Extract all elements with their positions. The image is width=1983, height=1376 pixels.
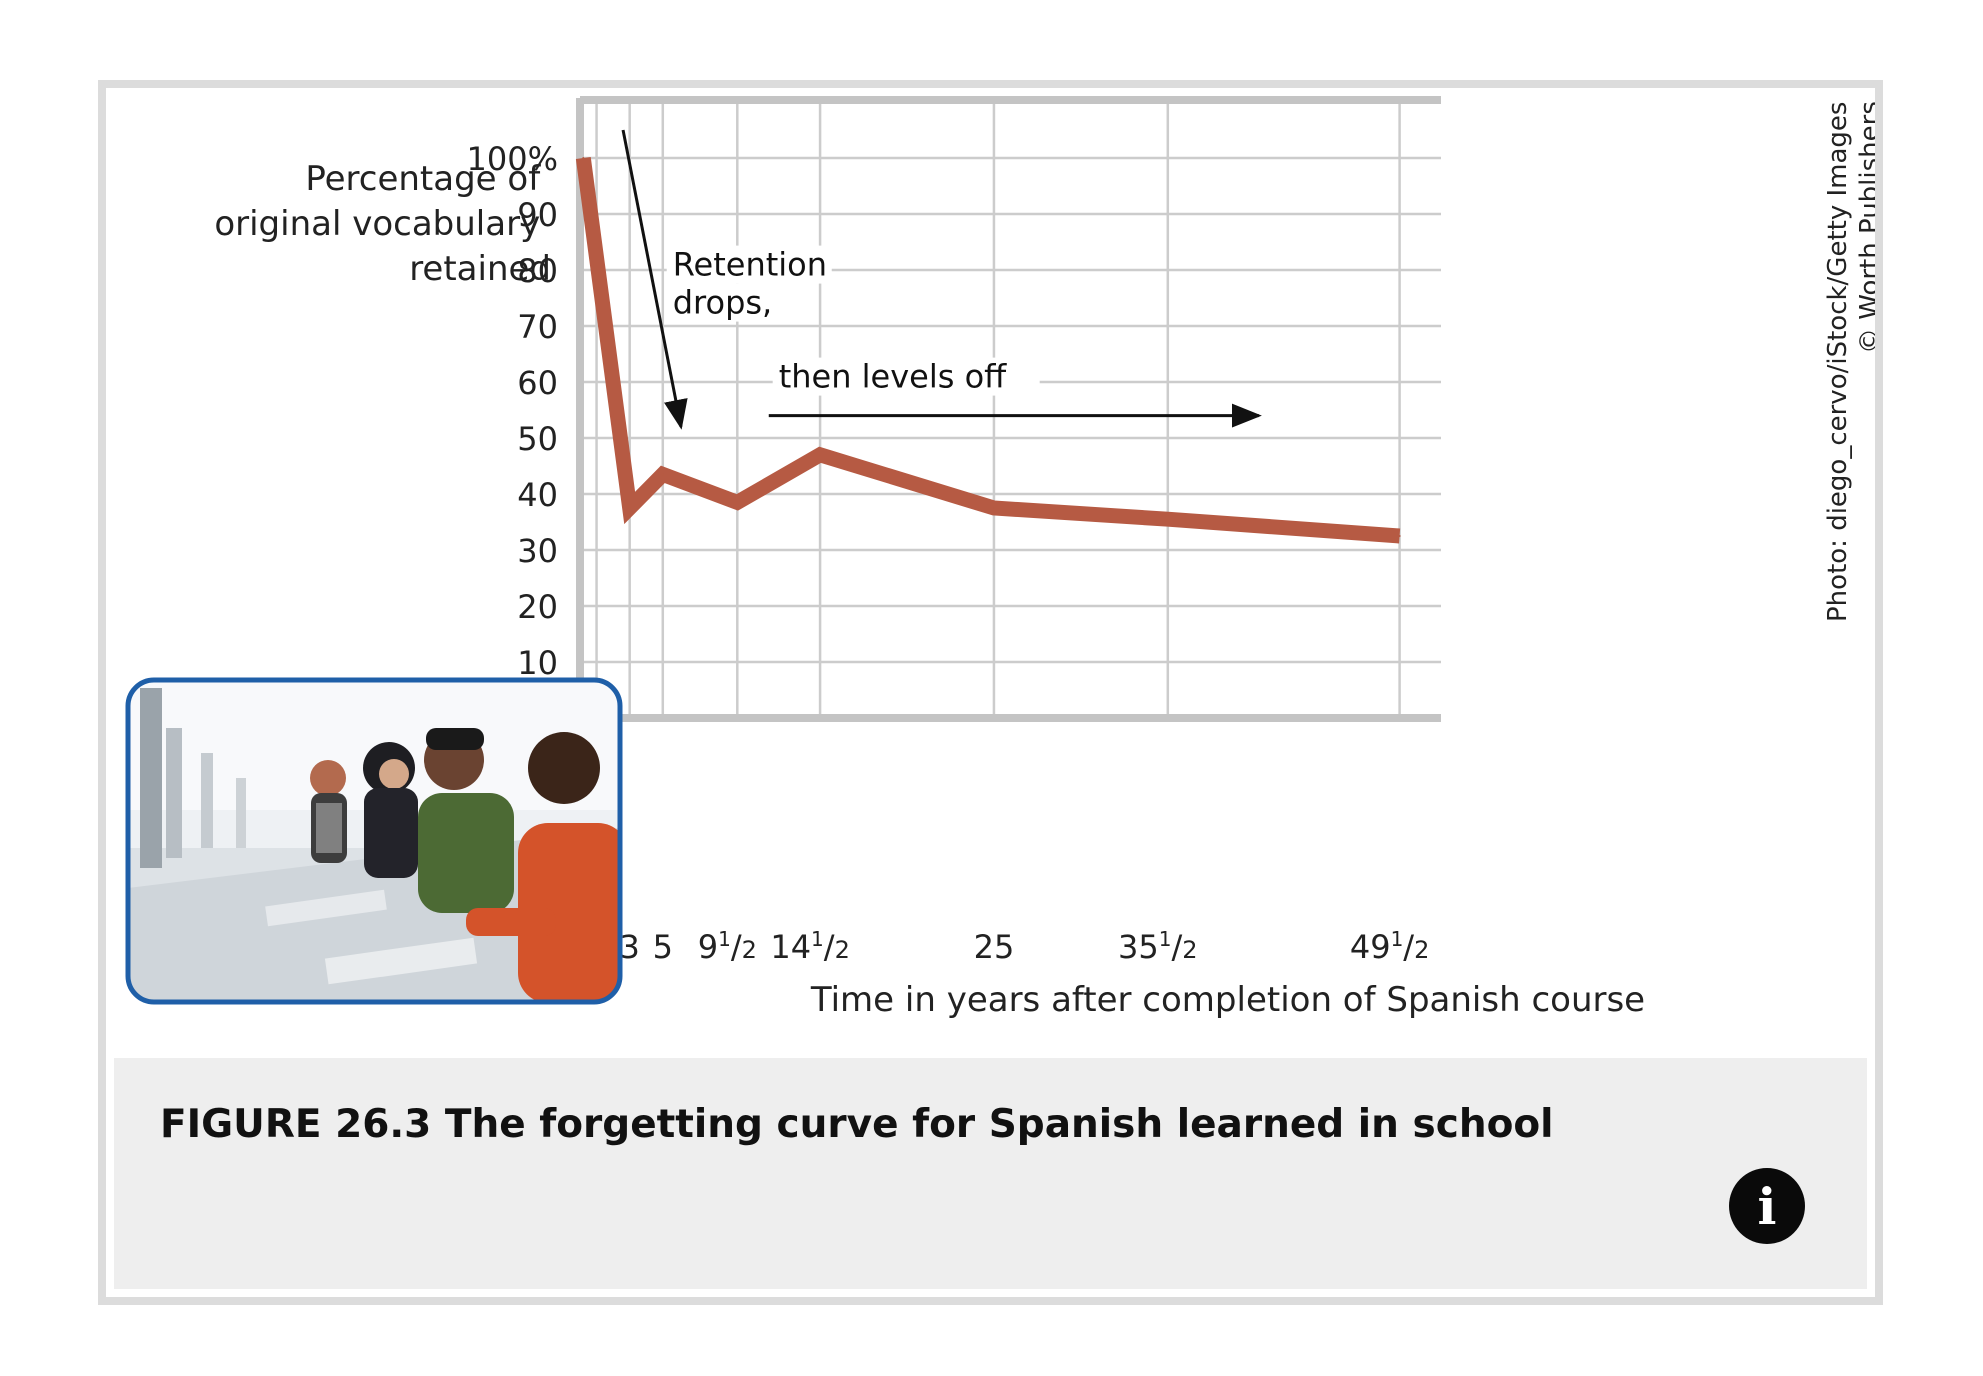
x-tick-label: 91/2: [698, 927, 757, 966]
photo-credit: Photo: diego_cervo/iStock/Getty Images: [1823, 102, 1853, 622]
info-button[interactable]: i: [1729, 1168, 1805, 1244]
data-point: [661, 473, 664, 476]
y-axis-label: Percentage of original vocabulary retain…: [214, 159, 551, 289]
annotation-text: Retention: [673, 246, 827, 284]
forgetting-curve-line: [575, 157, 1401, 544]
x-tick-label: 351/2: [1118, 927, 1198, 966]
figure-frame: Percentage of original vocabulary retain…: [98, 80, 1883, 1305]
call-center-photo: [125, 677, 623, 1005]
y-tick-label: 10: [517, 644, 558, 682]
caption-area: FIGURE 26.3 The forgetting curve for Spa…: [114, 1058, 1867, 1289]
y-tick-label: 80: [517, 252, 558, 290]
y-tick-label: 40: [517, 476, 558, 514]
data-point: [1166, 518, 1169, 521]
x-tick-label: 5: [653, 928, 673, 966]
data-point: [1398, 535, 1401, 537]
x-tick-label: 25: [974, 928, 1015, 966]
copyright: © Worth Publishers: [1855, 101, 1875, 354]
x-axis-label: Time in years after completion of Spanis…: [810, 980, 1645, 1020]
y-tick-label: 90: [517, 196, 558, 234]
data-point: [582, 157, 585, 159]
data-point: [819, 453, 822, 456]
x-tick-label: 141/2: [770, 927, 850, 966]
annotation-bg: [666, 283, 781, 322]
y-tick-label: 100%: [467, 140, 558, 178]
y-tick-labels: 100%9080706050403020100: [467, 140, 558, 738]
annotation-text: drops,: [673, 284, 773, 322]
forgetting-curve-chart: Percentage of original vocabulary retain…: [125, 96, 1875, 1020]
data-point: [992, 507, 995, 509]
grid: [580, 100, 1441, 718]
figure-caption: FIGURE 26.3 The forgetting curve for Spa…: [160, 1102, 1554, 1147]
y-tick-label: 50: [517, 420, 558, 458]
info-icon: i: [1757, 1176, 1777, 1236]
annotation-arrow: [621, 129, 688, 430]
y-tick-label: 20: [517, 588, 558, 626]
y-tick-label: 30: [517, 532, 558, 570]
axes: [576, 96, 1441, 722]
y-axis-label-line: original vocabulary: [214, 204, 540, 244]
y-axis-label-line: retained: [409, 249, 551, 289]
data-point: [628, 507, 631, 509]
x-tick-label: 3: [619, 928, 639, 966]
y-tick-label: 60: [517, 364, 558, 402]
y-tick-label: 70: [517, 308, 558, 346]
y-axis-label-line: Percentage of: [305, 159, 541, 199]
annotation-bg: [772, 357, 1040, 396]
annotation-text: then levels off: [779, 358, 1007, 396]
x-tick-label: 491/2: [1350, 927, 1430, 966]
annotation-bg: [666, 245, 832, 284]
data-point: [736, 501, 739, 504]
data-series: [575, 157, 1401, 544]
